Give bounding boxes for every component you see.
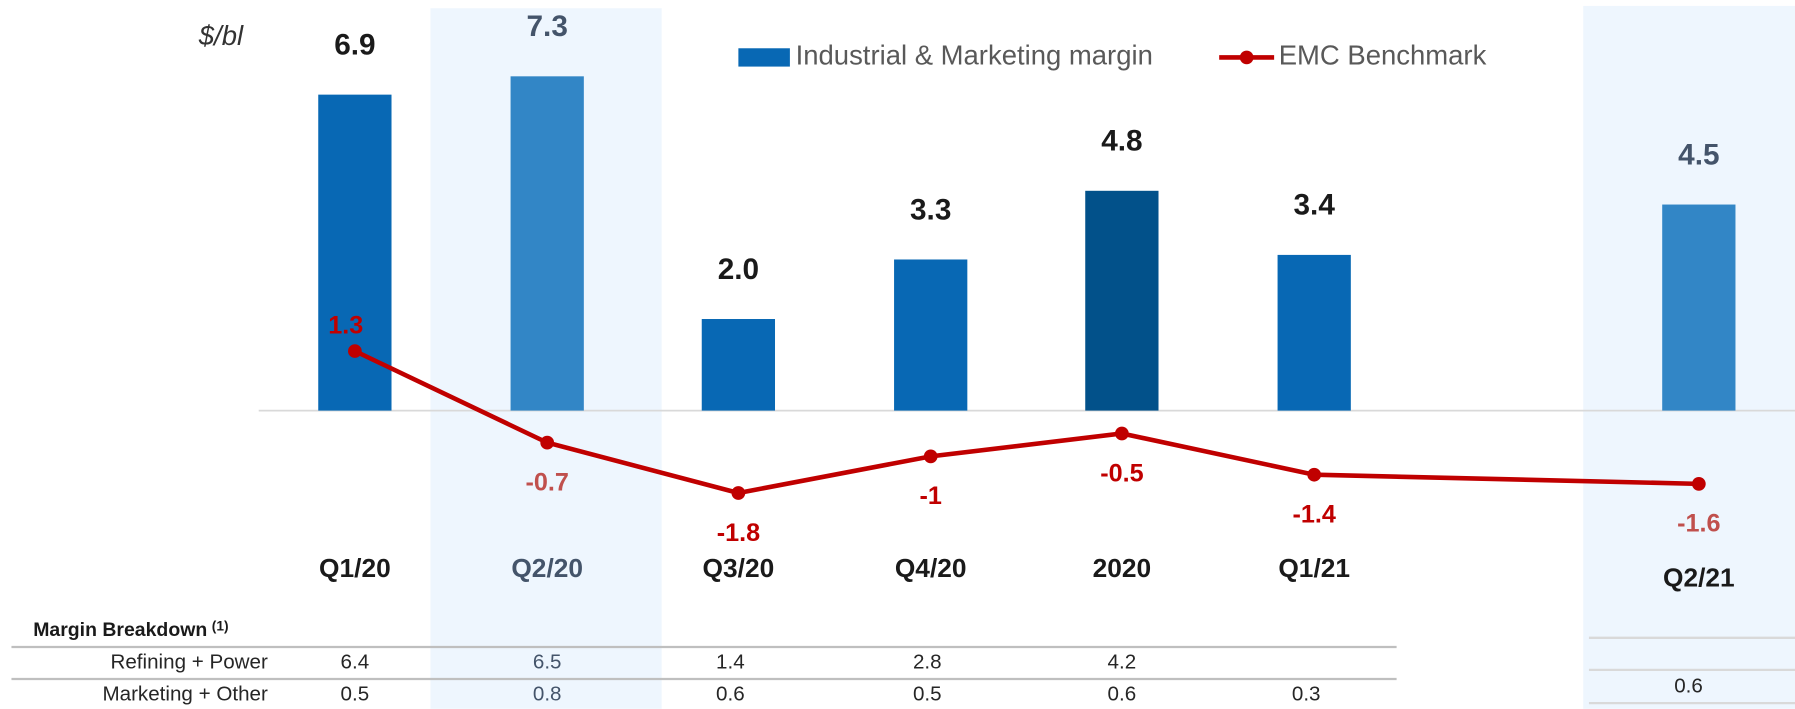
row-label: Refining + Power bbox=[110, 650, 268, 673]
bar-value-label: 7.3 bbox=[527, 10, 568, 43]
row-label: Marketing + Other bbox=[102, 683, 268, 706]
legend-label: Industrial & Marketing margin bbox=[796, 40, 1153, 71]
x-tick-label: Q2/20 bbox=[511, 553, 583, 583]
x-tick-label: Q3/20 bbox=[703, 553, 775, 583]
line-value-label: -0.7 bbox=[526, 469, 569, 497]
table-cell: 0.6 bbox=[1674, 674, 1703, 697]
bar-value-label: 6.9 bbox=[334, 28, 375, 61]
table-cell: 4.2 bbox=[1108, 650, 1137, 673]
table-cell: 2.8 bbox=[913, 650, 942, 673]
legend-swatch bbox=[738, 48, 790, 67]
line-value-label: -1.8 bbox=[717, 519, 760, 547]
legend-label: EMC Benchmark bbox=[1279, 40, 1487, 71]
line-value-label: 1.3 bbox=[328, 312, 363, 340]
line-point bbox=[1115, 426, 1129, 441]
x-tick-label: Q4/20 bbox=[895, 553, 967, 583]
line-value-label: -0.5 bbox=[1100, 459, 1143, 487]
bar-value-label: 4.5 bbox=[1678, 138, 1719, 171]
bar-value-label: 3.4 bbox=[1294, 189, 1336, 222]
bar-value-label: 3.3 bbox=[910, 193, 951, 226]
bar bbox=[701, 319, 776, 411]
line-point bbox=[923, 449, 938, 464]
legend-swatch bbox=[1239, 50, 1254, 65]
line-point bbox=[348, 344, 362, 358]
table-cell: 0.6 bbox=[1108, 683, 1137, 706]
table-cell: 0.5 bbox=[341, 683, 370, 706]
table-cell: 0.3 bbox=[1292, 683, 1321, 706]
line-value-label: -1 bbox=[920, 482, 942, 510]
table-cell: 0.5 bbox=[913, 683, 942, 706]
x-tick-label: 2020 bbox=[1093, 553, 1152, 583]
line-point bbox=[1307, 467, 1322, 482]
bar bbox=[1662, 204, 1736, 411]
table-cell: 6.4 bbox=[341, 650, 370, 673]
line-point bbox=[1691, 476, 1706, 491]
bar bbox=[894, 259, 968, 411]
line-value-label: -1.4 bbox=[1293, 501, 1336, 529]
table-title-note: (1) bbox=[212, 618, 229, 633]
x-tick-label: Q2/21 bbox=[1663, 562, 1735, 592]
x-tick-label: Q1/21 bbox=[1278, 553, 1350, 583]
bar bbox=[1085, 190, 1159, 411]
table-cell: 6.5 bbox=[533, 650, 562, 673]
table-title-text: Margin Breakdown bbox=[33, 619, 207, 641]
bar-value-label: 2.0 bbox=[718, 253, 759, 286]
line-point bbox=[731, 486, 746, 500]
line-point bbox=[540, 435, 555, 450]
unit-label: $/bl bbox=[198, 20, 244, 51]
bar bbox=[510, 76, 584, 411]
legend: Industrial & Marketing margin EMC Benchm… bbox=[738, 40, 1487, 71]
table-cell: 0.6 bbox=[716, 683, 745, 706]
table-cell: 0.8 bbox=[533, 683, 562, 706]
line-value-label: -1.6 bbox=[1677, 510, 1720, 538]
x-tick-label: Q1/20 bbox=[319, 553, 391, 583]
table-title: Margin Breakdown (1) bbox=[33, 618, 228, 641]
table-cell: 1.4 bbox=[716, 650, 745, 673]
bar-value-label: 4.8 bbox=[1101, 125, 1142, 158]
bar bbox=[1277, 254, 1351, 411]
